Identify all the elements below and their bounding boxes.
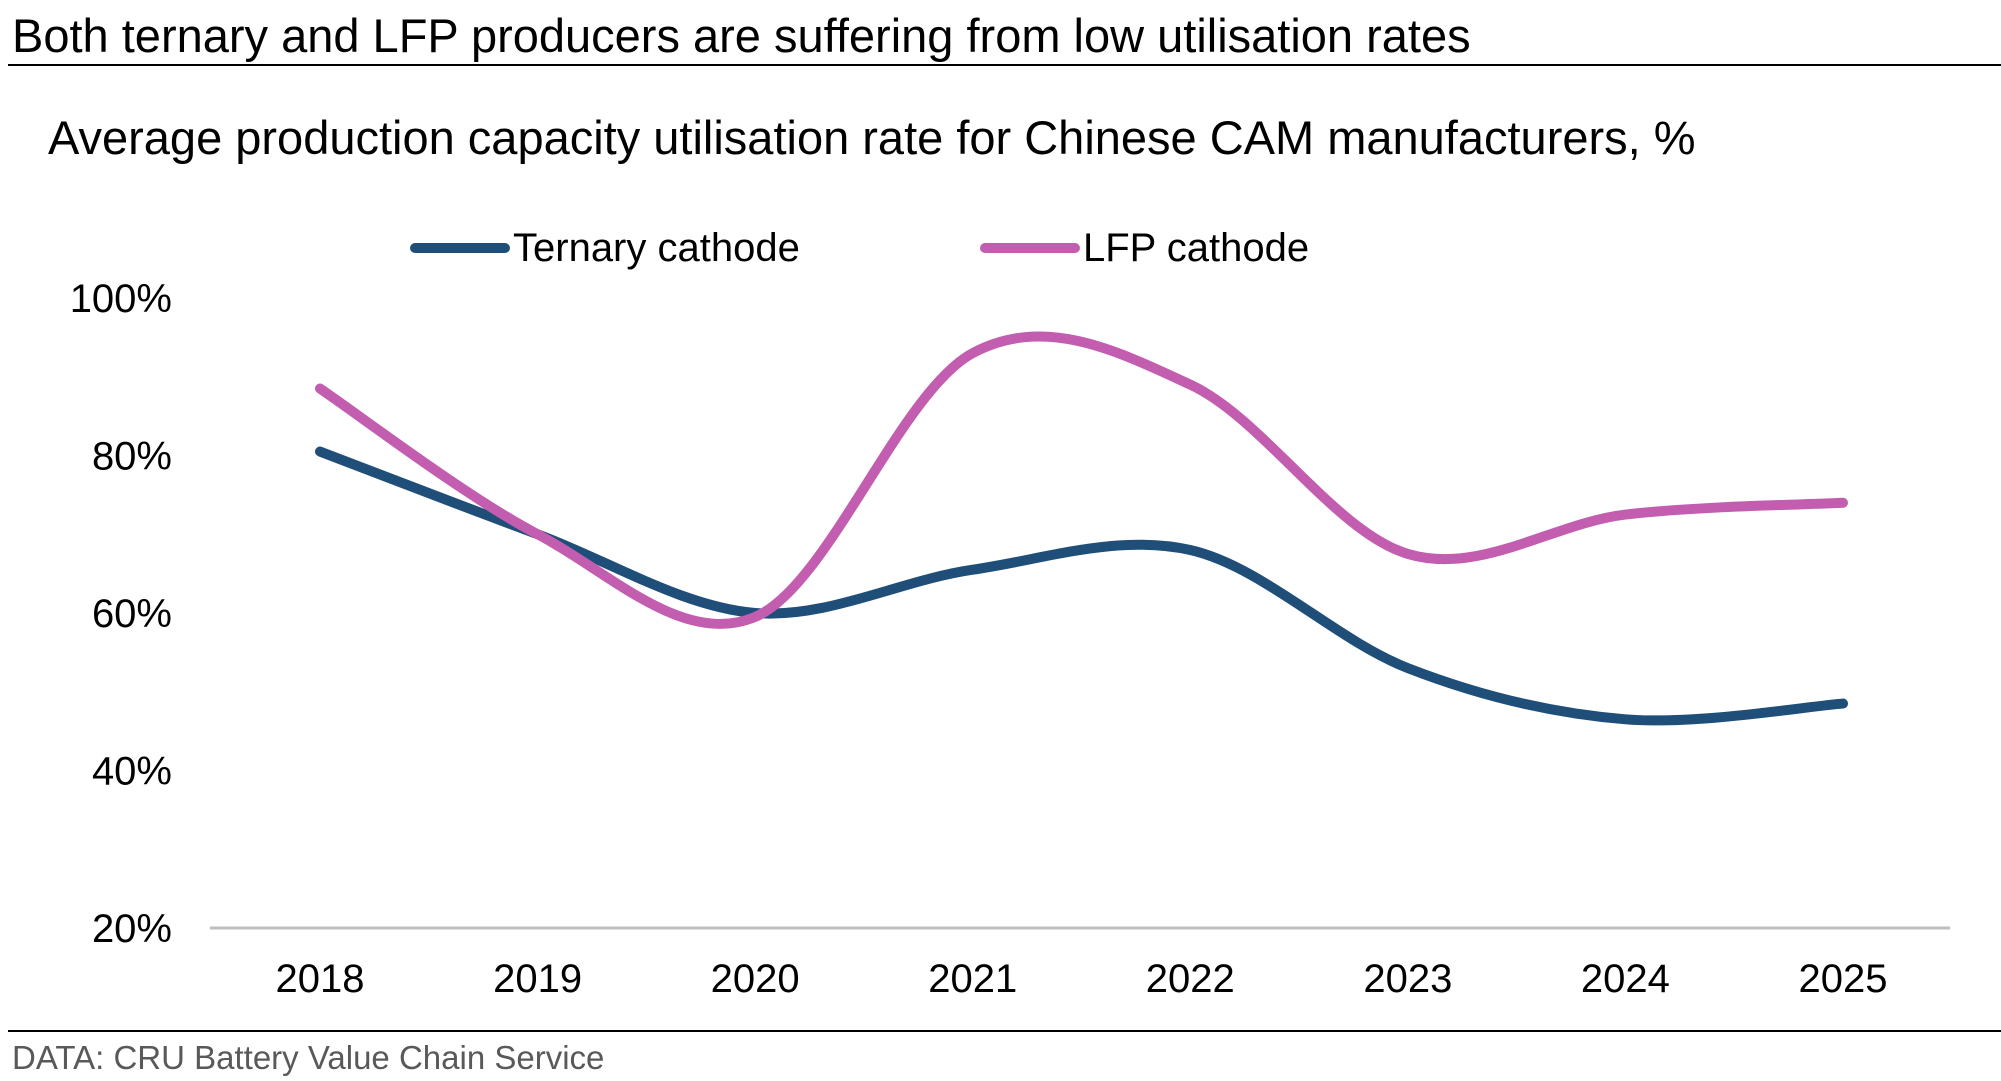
data-point-lfp-cathode [1403, 549, 1413, 559]
x-tick-label: 2020 [711, 957, 800, 1001]
header-title: Both ternary and LFP producers are suffe… [12, 9, 1471, 62]
y-tick-label: 80% [92, 435, 172, 479]
header-divider [8, 64, 2001, 66]
data-point-ternary-cathode [1838, 699, 1848, 709]
data-point-lfp-cathode [1838, 498, 1848, 508]
y-tick-label: 100% [70, 277, 172, 321]
data-point-lfp-cathode [750, 612, 760, 622]
data-point-ternary-cathode [968, 565, 978, 575]
x-tick-label: 2018 [276, 957, 365, 1001]
legend-label: Ternary cathode [513, 226, 800, 270]
y-tick-label: 60% [92, 592, 172, 636]
data-point-lfp-cathode [1620, 510, 1630, 520]
chart-legend: Ternary cathode LFP cathode [410, 226, 1309, 270]
x-tick-label: 2019 [493, 957, 582, 1001]
y-tick-label: 40% [92, 750, 172, 794]
y-tick-label: 20% [92, 907, 172, 951]
series-line-lfp-cathode [315, 331, 1848, 629]
footer-divider [8, 1030, 2001, 1032]
data-point-ternary-cathode [1620, 714, 1630, 724]
x-tick-label: 2024 [1581, 957, 1670, 1001]
data-point-lfp-cathode [315, 384, 325, 394]
x-axis: 2018 2019 2020 2021 2022 2023 2024 2025 [210, 926, 1950, 1001]
series-lines [315, 331, 1848, 726]
x-tick-label: 2025 [1799, 957, 1888, 1001]
series-line-ternary-cathode [315, 446, 1848, 726]
data-point-ternary-cathode [1403, 663, 1413, 673]
x-tick-label: 2022 [1146, 957, 1235, 1001]
data-point-lfp-cathode [533, 529, 543, 539]
data-point-ternary-cathode [315, 447, 325, 457]
data-point-lfp-cathode [968, 348, 978, 358]
chart-title: Average production capacity utilisation … [48, 111, 1696, 164]
line-chart: Average production capacity utilisation … [48, 111, 1950, 1001]
data-point-ternary-cathode [1185, 545, 1195, 555]
y-axis: 20% 40% 60% 80% 100% [70, 277, 172, 951]
source-note: DATA: CRU Battery Value Chain Service [12, 1039, 605, 1076]
data-point-lfp-cathode [1185, 380, 1195, 390]
legend-label: LFP cathode [1083, 226, 1309, 270]
x-tick-label: 2023 [1363, 957, 1452, 1001]
x-tick-label: 2021 [928, 957, 1017, 1001]
